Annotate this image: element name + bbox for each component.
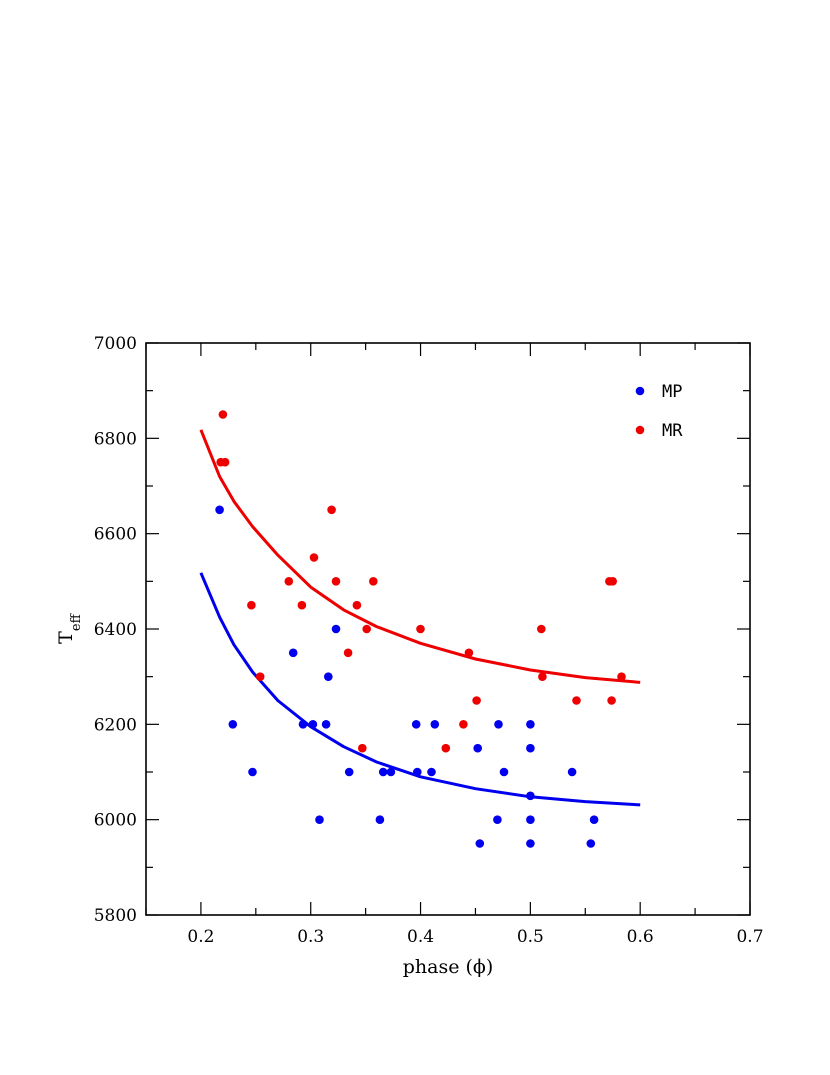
point-mp [228,720,238,729]
point-mp [567,767,577,777]
y-axis-title-main: T [55,631,77,644]
x-tick-label: 0.2 [187,927,214,947]
point-mp [324,672,333,681]
point-mr [537,624,546,634]
point-mr [247,600,256,610]
point-mr [297,600,307,610]
point-mr [343,648,353,658]
point-mp [475,839,485,848]
point-mp [386,767,396,777]
x-tick-label: 0.6 [627,927,654,947]
point-mr [362,624,372,634]
legend: MP MR [635,382,683,441]
point-mp [331,624,341,634]
point-mr [327,505,336,515]
point-mr [416,624,425,634]
y-tick-label: 6800 [94,429,137,449]
point-mr [607,696,616,705]
point-mp [430,720,440,729]
y-tick-label: 6400 [94,620,137,640]
point-mr [538,672,547,681]
point-mr [459,720,468,729]
fit-curves [199,429,641,807]
point-mp [589,815,599,824]
point-mp [315,815,324,824]
y-axis-title: Teff [55,612,84,643]
point-mp [375,815,385,824]
point-mr [617,672,626,681]
point-mp [298,720,308,729]
point-mp [344,767,354,777]
point-mr [284,577,294,586]
point-mp [378,767,388,777]
point-mr [352,600,362,610]
point-mr [255,672,265,681]
point-mp [494,720,503,729]
y-tick-label: 6600 [94,525,137,545]
data-points [215,410,626,848]
point-mp [473,743,483,753]
point-mr [331,577,341,586]
point-mp [526,791,535,801]
point-mr [218,410,228,419]
point-mr [441,743,451,753]
fit-curve-mr [199,429,641,684]
point-mr [220,457,230,467]
legend-marker-mr [635,425,645,435]
point-mr [572,696,581,705]
point-mp [413,767,422,777]
point-mp [493,815,502,824]
y-tick-label: 7000 [94,334,137,354]
point-mp [321,720,331,729]
point-mp [411,720,421,729]
legend-label-mp: MP [662,382,682,402]
legend-marker-mp [635,386,645,396]
y-axis-title-sub: eff [69,612,84,631]
ticks [145,342,751,916]
x-tick-label: 0.4 [407,927,434,947]
point-mp [248,767,257,777]
plot-frame [145,342,751,916]
legend-label-mr: MR [662,421,683,441]
point-mp [586,839,596,848]
point-mp [526,839,535,848]
y-tick-label: 6200 [94,715,137,735]
point-mp [526,720,535,729]
point-mr [309,553,319,562]
y-tick-label: 6000 [94,811,137,831]
point-mp [526,815,535,824]
point-mr [358,743,367,753]
point-mr [472,696,481,705]
point-mr [369,577,378,586]
point-mp [288,648,298,658]
y-tick-label: 5800 [94,906,137,926]
point-mr [464,648,474,658]
point-mp [308,720,318,729]
tick-labels: 0.2 0.3 0.4 0.5 0.6 0.7 5800 6000 6200 6400 6600 68… [94,334,764,947]
point-mp [526,743,535,753]
x-tick-label: 0.3 [297,927,324,947]
point-mr [608,577,617,586]
x-tick-label: 0.7 [736,927,763,947]
point-mp [215,505,224,515]
x-tick-label: 0.5 [517,927,544,947]
point-mp [499,767,509,777]
point-mp [427,767,436,777]
x-axis-title: phase (ϕ) [403,956,494,978]
